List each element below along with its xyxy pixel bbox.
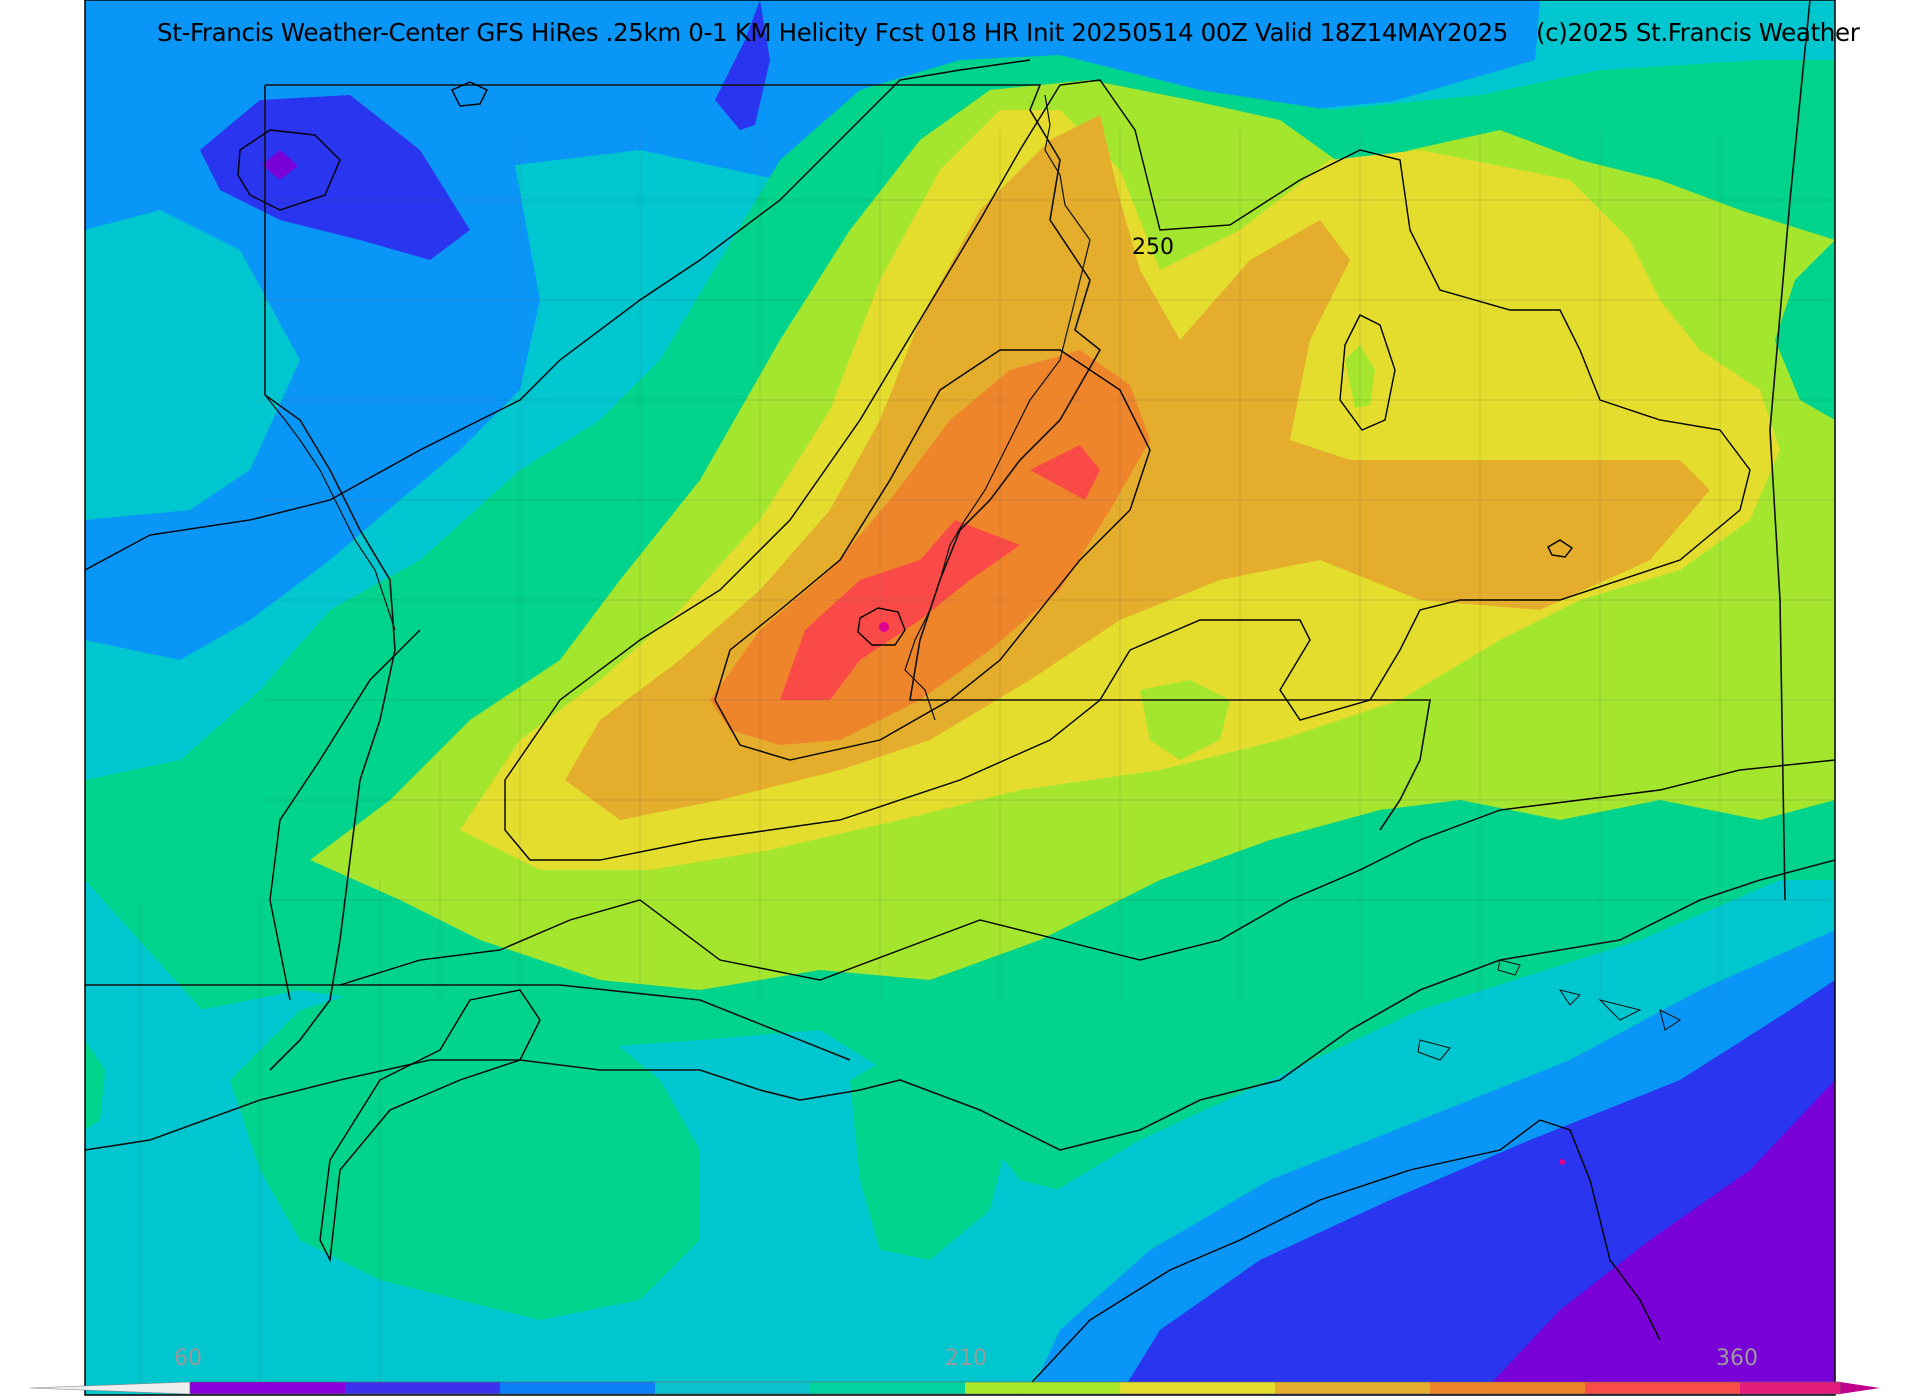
colorbar-seg-10 (1585, 1382, 1740, 1394)
map-border (84, 0, 1836, 1396)
colorbar-seg-11 (1740, 1382, 1840, 1394)
contour-300-spot (857, 607, 906, 646)
colorbar-right-arrow (1840, 1382, 1880, 1394)
colorbar-seg-1 (190, 1382, 345, 1394)
field-band-275-south (780, 520, 1020, 700)
title-main: St-Francis Weather-Center GFS HiRes .25k… (157, 18, 1508, 47)
contour-label: 250 (1132, 235, 1174, 260)
field-band-50-northwest (262, 150, 298, 180)
field-band-175-east-lobe (1345, 345, 1375, 408)
colorbar-seg-5 (810, 1382, 965, 1394)
contour-250-main (504, 79, 1751, 861)
colorbar-seg-4 (655, 1382, 810, 1394)
helicity-contours (84, 59, 1836, 1396)
field-band-300-spot (879, 622, 889, 632)
field-band-75-northwest (200, 95, 470, 260)
state-border-west (264, 85, 396, 1071)
colorbar-seg-8 (1275, 1382, 1430, 1394)
coastline (84, 859, 1836, 1151)
colorbar-outline (189, 1381, 1841, 1395)
state-border-north (265, 84, 1431, 831)
contour-south-arc (339, 759, 1836, 986)
field-band-275-north (1030, 445, 1100, 500)
field-band-150-west-edge (85, 1040, 105, 1130)
colorbar-seg-6 (965, 1382, 1120, 1394)
field-band-125-northwest (85, 210, 300, 520)
field-band-300-spot-southeast (1559, 1159, 1565, 1165)
colorbar-seg-3 (500, 1382, 655, 1394)
river-mississippi (264, 94, 1091, 721)
contour-nw-low (237, 129, 341, 211)
title-copyright: (c)2025 St.Francis Weather (1535, 18, 1860, 47)
colorbar-label-max: 360 (1716, 1346, 1758, 1371)
colorbar-seg-2 (345, 1382, 500, 1394)
contour-east-small-loop (1339, 314, 1396, 431)
coastal-islands (1417, 959, 1681, 1061)
field-band-75-north (715, 0, 770, 130)
contour-nw-small (451, 81, 488, 107)
field-band-50-southeast (1480, 1080, 1835, 1395)
map-title: St-Francis Weather-Center GFS HiRes .25k… (157, 18, 1860, 47)
colorbar-seg-7 (1120, 1382, 1275, 1394)
state-boundaries (84, 0, 1836, 1151)
colorbar-seg-9 (1430, 1382, 1585, 1394)
state-border-southwest (85, 984, 851, 1061)
contour-east-small-dot (1547, 539, 1574, 558)
colorbar-label-min: 60 (174, 1346, 202, 1371)
contour-275-inner (714, 349, 1151, 761)
contour-southwest-arc (269, 629, 421, 1001)
contour-southeast-arc (1019, 1119, 1661, 1396)
colorbar (29, 1381, 1880, 1395)
contour-west-arc (84, 59, 1031, 571)
field-band-150-east-edge (1775, 240, 1835, 420)
field-band-150-southwest-lobe (230, 980, 700, 1320)
state-border-east (1769, 0, 1811, 901)
colorbar-label-mid: 210 (945, 1346, 987, 1371)
field-band-100-northwest (85, 0, 1540, 660)
contour-south-closed (319, 989, 541, 1263)
field-band-150-south-lobe (850, 1040, 1010, 1260)
